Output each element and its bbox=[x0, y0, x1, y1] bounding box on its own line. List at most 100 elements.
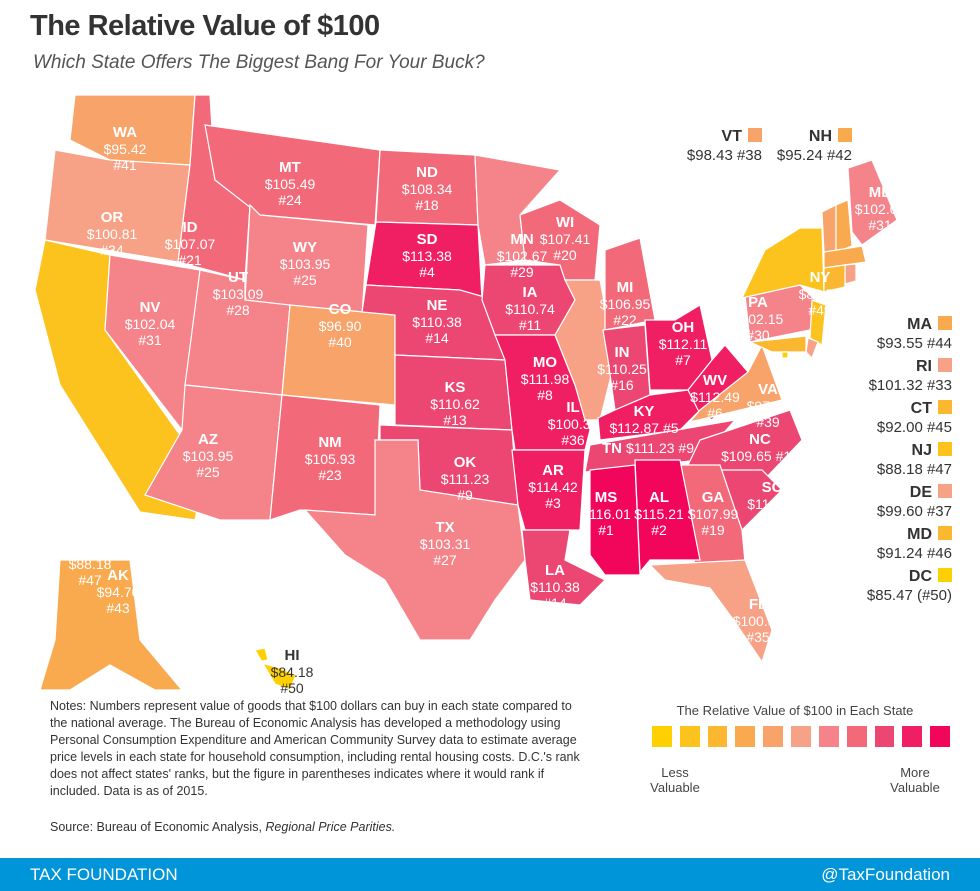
state-label-al: AL $115.21 #2 bbox=[634, 490, 684, 539]
state-code: AR bbox=[542, 462, 564, 479]
state-value: $111.23 bbox=[626, 440, 675, 456]
state-label-pa: PA $102.15 #30 bbox=[732, 295, 784, 344]
state-rank: #11 bbox=[760, 512, 784, 528]
state-rank: #34 bbox=[100, 242, 124, 258]
state-va[interactable] bbox=[688, 343, 783, 424]
state-value: $112.49 bbox=[690, 389, 740, 405]
state-nh[interactable] bbox=[835, 199, 853, 253]
state-dc[interactable] bbox=[781, 351, 789, 359]
state-label-ne: NE $110.38 #14 bbox=[412, 298, 462, 347]
legend-swatch-0 bbox=[652, 726, 672, 747]
state-label-wv: WV $112.49 #6 bbox=[690, 373, 740, 422]
source-title: Regional Price Parities. bbox=[265, 820, 396, 834]
color-swatch bbox=[938, 442, 952, 456]
state-label-sc: SC $110.74 #11 bbox=[747, 480, 797, 529]
state-value: $110.74 bbox=[747, 496, 797, 512]
state-ma[interactable] bbox=[823, 245, 867, 269]
state-rank: #39 bbox=[756, 414, 780, 430]
footer-brand[interactable]: TAX FOUNDATION bbox=[30, 865, 178, 884]
state-rank: #50 bbox=[280, 680, 304, 696]
state-rank: #42 bbox=[826, 147, 852, 164]
state-code: OR bbox=[100, 209, 124, 226]
state-rank: #21 bbox=[178, 252, 202, 268]
state-rank: #44 bbox=[926, 335, 952, 352]
state-code: MD bbox=[907, 526, 932, 543]
state-rank: #6 bbox=[707, 405, 723, 421]
state-ak[interactable] bbox=[39, 559, 184, 691]
state-label-ia: IA $110.74 #11 bbox=[505, 285, 555, 334]
state-value: $103.95 bbox=[279, 256, 331, 272]
state-fl[interactable] bbox=[648, 559, 773, 664]
state-ms[interactable] bbox=[589, 464, 641, 576]
state-ct[interactable] bbox=[823, 264, 846, 293]
state-me[interactable] bbox=[847, 159, 898, 246]
state-vt[interactable] bbox=[821, 204, 837, 253]
state-value: $86.73 bbox=[798, 286, 842, 302]
footer-handle[interactable]: @TaxFoundation bbox=[821, 865, 950, 884]
state-code: ME bbox=[868, 184, 892, 201]
state-label-ok: OK $111.23 #9 bbox=[441, 455, 490, 504]
state-code: VA bbox=[758, 381, 778, 398]
state-value: $102.15 bbox=[732, 311, 784, 327]
state-code: CO bbox=[328, 301, 352, 318]
state-value: $88.18 bbox=[68, 556, 112, 572]
state-label-tn: TN $111.23 #9 bbox=[602, 440, 694, 457]
state-label-wy: WY $103.95 #25 bbox=[279, 240, 331, 289]
state-value: $114.42 bbox=[528, 479, 578, 495]
state-label-va: VA $97.56 #39 bbox=[747, 381, 790, 431]
state-value: $84.18 bbox=[270, 664, 314, 680]
state-value: $102.04 bbox=[124, 316, 176, 332]
state-rank: #8 bbox=[537, 387, 553, 403]
state-hi[interactable] bbox=[254, 647, 297, 691]
state-code: NH bbox=[808, 128, 832, 145]
state-value: $111.98 bbox=[520, 371, 570, 387]
state-value: $103.09 bbox=[212, 286, 264, 302]
state-value: $107.07 bbox=[164, 236, 216, 252]
state-rank: #7 bbox=[675, 352, 691, 368]
legend-less: Less Valuable bbox=[650, 765, 700, 795]
state-label-oh: OH $112.11 #7 bbox=[659, 319, 708, 369]
state-value: $112.87 bbox=[609, 420, 660, 436]
state-ny[interactable] bbox=[740, 227, 825, 299]
state-rank: #14 bbox=[543, 595, 567, 611]
state-code: NM bbox=[318, 434, 342, 451]
color-swatch bbox=[938, 358, 952, 372]
state-rank: (#50) bbox=[916, 587, 952, 604]
color-swatch bbox=[838, 128, 852, 142]
side-state-dc: DC $85.47 (#50) bbox=[867, 567, 952, 605]
source-prefix: Source: Bureau of Economic Analysis, bbox=[50, 820, 266, 834]
state-rank: #23 bbox=[318, 467, 342, 483]
state-rank: #41 bbox=[113, 157, 137, 173]
state-rank: #24 bbox=[278, 192, 302, 208]
state-md[interactable] bbox=[747, 335, 807, 353]
state-code: MS bbox=[594, 489, 618, 506]
state-label-ny: NY $86.73 #49 bbox=[798, 270, 842, 319]
state-la[interactable] bbox=[521, 529, 607, 606]
state-ri[interactable] bbox=[844, 263, 857, 285]
state-label-ak: AK $94.70 #43 bbox=[97, 567, 140, 617]
state-code: RI bbox=[916, 358, 932, 375]
state-code: AZ bbox=[197, 431, 218, 448]
state-code: OH bbox=[671, 319, 695, 336]
state-value: $100.50 bbox=[732, 613, 784, 629]
state-label-tx: TX $103.31 #27 bbox=[420, 520, 471, 569]
state-label-il: IL $100.30 #36 bbox=[548, 400, 599, 449]
legend-swatches bbox=[652, 726, 950, 747]
state-rank: #22 bbox=[613, 312, 637, 328]
state-label-hi: HI $84.18 #50 bbox=[270, 648, 314, 697]
state-rank: #1 bbox=[598, 522, 614, 538]
state-label-in: IN $110.25 #16 bbox=[597, 345, 647, 394]
state-code: MA bbox=[907, 316, 932, 333]
state-label-co: CO $96.90 #40 bbox=[319, 301, 362, 351]
state-de[interactable] bbox=[805, 337, 819, 360]
state-tx[interactable] bbox=[303, 439, 526, 641]
state-rank: #19 bbox=[701, 522, 725, 538]
state-code: MT bbox=[279, 159, 301, 176]
state-rank: #11 bbox=[518, 317, 542, 333]
legend-more: More Valuable bbox=[890, 765, 940, 795]
state-label-ky: KY $112.87 #5 bbox=[609, 404, 678, 437]
state-code: AK bbox=[107, 567, 129, 584]
state-nj[interactable] bbox=[809, 299, 827, 346]
side-state-vt: VT $98.43 #38 bbox=[687, 127, 762, 165]
